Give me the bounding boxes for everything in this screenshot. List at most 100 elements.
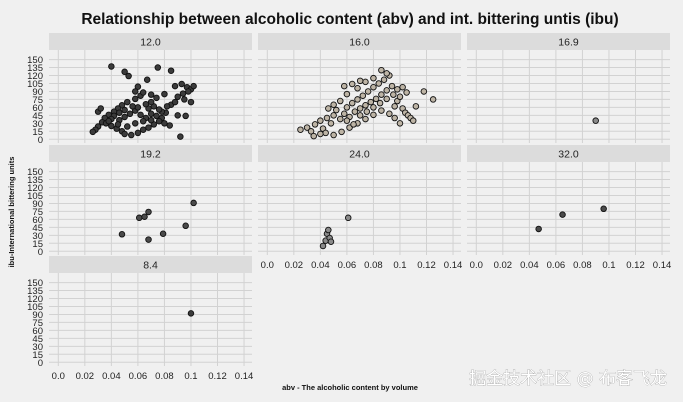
data-point <box>343 117 351 124</box>
y-tick-label: 90 <box>32 199 43 210</box>
data-point <box>378 91 385 98</box>
data-point <box>327 238 335 245</box>
data-point <box>343 90 351 98</box>
x-tick-label: 0.1 <box>393 260 406 271</box>
data-point <box>147 116 155 124</box>
y-tick-label: 15 <box>32 239 43 250</box>
x-tick-label: 0.1 <box>602 260 615 271</box>
data-point <box>154 64 162 71</box>
data-point <box>370 111 377 119</box>
data-point <box>337 97 344 105</box>
data-point <box>128 131 135 139</box>
x-tick-label: 0.12 <box>417 260 436 271</box>
data-point <box>383 95 390 103</box>
data-point <box>139 89 147 96</box>
data-point <box>412 103 420 110</box>
y-tick-label: 30 <box>32 342 43 353</box>
data-point <box>370 74 377 82</box>
data-point <box>317 130 324 138</box>
data-point <box>153 112 160 120</box>
y-tick-label: 0 <box>38 247 43 258</box>
data-point <box>178 80 185 88</box>
data-point <box>121 113 128 121</box>
x-tick-label: 0.14 <box>653 260 672 271</box>
facet-strip-label: 8.4 <box>143 260 158 272</box>
y-tick-label: 45 <box>32 334 43 345</box>
data-point <box>174 93 181 101</box>
data-point <box>372 95 380 103</box>
y-tick-label: 150 <box>27 278 43 289</box>
y-tick-label: 120 <box>27 183 43 194</box>
data-point <box>386 110 393 118</box>
data-point <box>420 88 428 95</box>
facet-panel-16.0: 16.0 <box>258 33 461 143</box>
data-point <box>121 106 128 114</box>
x-tick-label: 0.06 <box>338 260 357 271</box>
data-point <box>297 126 304 133</box>
y-tick-label: 105 <box>27 191 43 202</box>
facet-strip <box>258 145 461 162</box>
x-tick-label: 0.08 <box>364 260 383 271</box>
data-point <box>322 129 329 137</box>
data-point <box>139 117 147 125</box>
data-point <box>354 96 361 103</box>
data-point <box>370 83 377 91</box>
data-point <box>89 128 97 136</box>
x-tick-label: 0.12 <box>208 371 227 382</box>
y-tick-label: 45 <box>32 223 43 234</box>
x-tick-label: 0.14 <box>235 371 254 382</box>
data-point <box>147 91 155 98</box>
facet-strip-label: 16.9 <box>558 37 579 49</box>
y-axis-label: ibu-International bittering units <box>7 157 16 268</box>
data-point <box>108 63 115 70</box>
data-point <box>167 67 175 74</box>
data-point <box>376 99 384 107</box>
y-tick-label: 120 <box>27 71 43 82</box>
x-tick-label: 0.1 <box>184 371 197 382</box>
facet-strip <box>49 33 252 50</box>
y-tick-label: 75 <box>32 318 43 329</box>
x-tick-label: 0.08 <box>573 260 592 271</box>
plot-area <box>49 273 252 366</box>
data-point <box>131 95 139 103</box>
facet-strip <box>49 256 252 273</box>
data-point <box>171 98 179 106</box>
data-point <box>378 66 385 74</box>
data-point <box>325 226 332 234</box>
data-point <box>399 83 406 91</box>
data-point <box>145 236 152 243</box>
x-tick-label: 0.02 <box>285 260 304 271</box>
y-tick-label: 90 <box>32 87 43 98</box>
chart-title: Relationship between alcoholic content (… <box>81 11 618 28</box>
data-point <box>114 121 122 128</box>
data-point <box>367 98 375 106</box>
data-point <box>348 99 356 107</box>
data-point <box>356 112 364 119</box>
y-tick-label: 150 <box>27 167 43 178</box>
data-point <box>311 121 319 128</box>
data-point <box>370 104 377 111</box>
y-tick-label: 30 <box>32 231 43 242</box>
data-point <box>187 310 195 317</box>
data-point <box>317 117 324 124</box>
data-point <box>124 123 131 130</box>
y-tick-label: 105 <box>27 79 43 90</box>
x-tick-label: 0.04 <box>520 260 539 271</box>
data-point <box>161 90 168 98</box>
data-point <box>142 100 150 108</box>
data-point <box>363 108 371 115</box>
data-point <box>429 96 437 103</box>
facet-strip-label: 16.0 <box>349 37 370 49</box>
data-point <box>303 124 311 131</box>
data-point <box>121 68 128 76</box>
watermark: 掘金技术社区 @ 布客飞龙 <box>469 369 667 389</box>
y-tick-label: 60 <box>32 103 43 114</box>
data-point <box>129 103 136 110</box>
data-point <box>396 120 404 127</box>
data-point <box>97 105 104 112</box>
data-point <box>126 110 134 118</box>
data-point <box>190 82 197 90</box>
data-point <box>187 98 195 106</box>
